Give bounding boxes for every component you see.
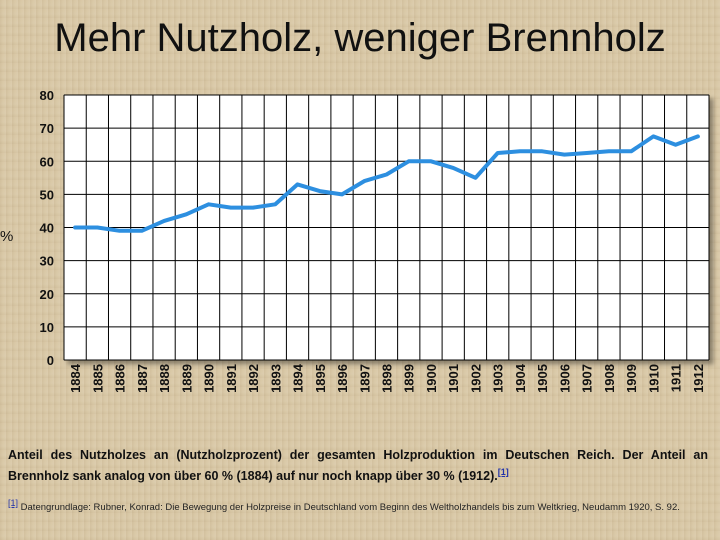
x-tick-label: 1896 <box>335 364 350 393</box>
caption-text: Anteil des Nutzholzes an (Nutzholzprozen… <box>8 448 708 484</box>
y-tick-label: 30 <box>40 254 54 269</box>
y-axis-ticks: 0 10 20 30 40 50 60 70 80 <box>40 88 54 368</box>
y-tick-label: 20 <box>40 287 54 302</box>
x-tick-label: 1907 <box>580 364 595 393</box>
x-axis-ticks: 1884 1885 1886 1887 1888 1889 1890 1891 1892 1893… <box>68 363 706 393</box>
x-tick-label: 1895 <box>313 364 328 393</box>
x-tick-label: 1884 <box>68 363 83 393</box>
chart-title: Mehr Nutzholz, weniger Brennholz <box>54 16 666 60</box>
x-tick-label: 1902 <box>468 364 483 393</box>
x-tick-label: 1912 <box>691 364 706 393</box>
gridlines <box>63 94 710 361</box>
y-tick-label: 0 <box>47 353 54 368</box>
x-tick-label: 1897 <box>357 364 372 393</box>
x-tick-label: 1892 <box>246 364 261 393</box>
chart-caption: Anteil des Nutzholzes an (Nutzholzprozen… <box>8 447 708 485</box>
x-tick-label: 1906 <box>557 364 572 393</box>
x-tick-label: 1904 <box>513 363 528 393</box>
x-tick-label: 1886 <box>113 364 128 393</box>
x-tick-label: 1887 <box>135 364 150 393</box>
y-tick-label: 80 <box>40 88 54 103</box>
y-tick-label: 40 <box>40 221 54 236</box>
footnote-text: Datengrundlage: Rubner, Konrad: Die Bewe… <box>20 502 680 514</box>
x-tick-label: 1905 <box>535 364 550 393</box>
footnote: [1] Datengrundlage: Rubner, Konrad: Die … <box>8 497 708 514</box>
y-tick-label: 50 <box>40 187 54 202</box>
x-tick-label: 1888 <box>157 364 172 393</box>
x-tick-label: 1890 <box>202 364 217 393</box>
x-tick-label: 1898 <box>380 364 395 393</box>
y-tick-label: 10 <box>40 320 54 335</box>
x-tick-label: 1909 <box>624 364 639 393</box>
x-tick-label: 1899 <box>402 364 417 393</box>
x-tick-label: 1889 <box>179 364 194 393</box>
y-tick-label: 70 <box>40 121 54 136</box>
footnote-ref[interactable]: [1] <box>8 498 19 508</box>
series-line <box>73 134 700 233</box>
x-tick-label: 1893 <box>268 364 283 393</box>
x-tick-label: 1911 <box>669 364 684 392</box>
x-tick-label: 1901 <box>446 364 461 393</box>
caption-footnote-link[interactable]: [1] <box>497 467 509 477</box>
x-tick-label: 1910 <box>646 364 661 393</box>
y-tick-label: 60 <box>40 154 54 169</box>
x-tick-label: 1894 <box>291 363 306 393</box>
x-tick-label: 1891 <box>224 364 239 393</box>
x-tick-label: 1903 <box>491 364 506 393</box>
x-tick-label: 1908 <box>602 364 617 393</box>
y-axis-label: % <box>0 228 13 245</box>
x-tick-label: 1885 <box>90 364 105 393</box>
x-tick-label: 1900 <box>424 364 439 393</box>
